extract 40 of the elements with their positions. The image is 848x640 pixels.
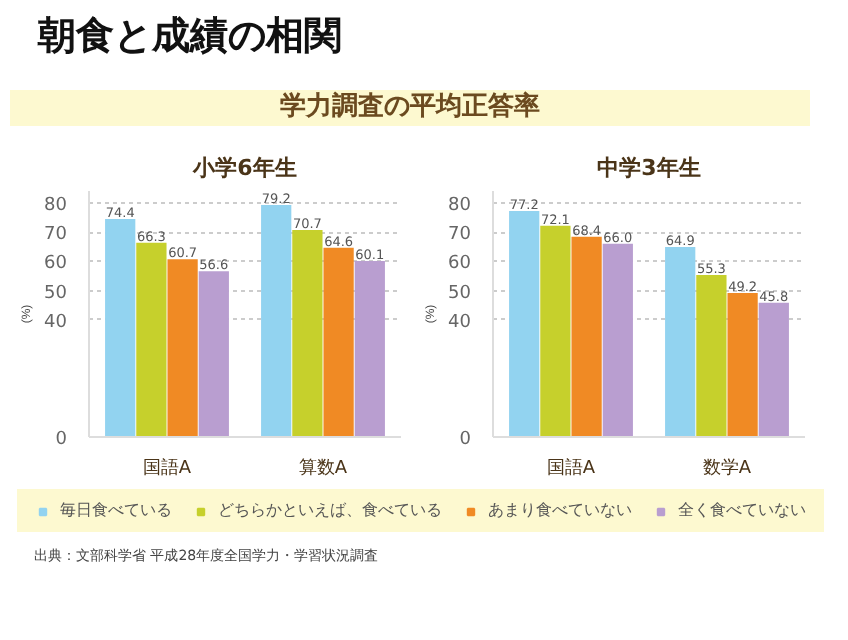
bar [571, 236, 602, 437]
x-tick-label: 数学A [702, 457, 753, 479]
chart-title: 小学6年生 [191, 155, 297, 181]
bar [727, 292, 758, 437]
y-tick-label: 60 [44, 254, 68, 275]
y-tick-label: 70 [44, 225, 68, 245]
bar [198, 271, 229, 437]
y-tick-label: 80 [44, 195, 68, 216]
bar [354, 260, 385, 437]
legend-label: 全く食べていない [678, 499, 806, 521]
chart-title: 中学3年生 [597, 155, 701, 181]
bar [758, 302, 789, 437]
y-tick-label: 50 [44, 283, 68, 304]
y-tick-label: 0 [459, 430, 472, 450]
bar [167, 259, 198, 437]
legend-label: どちらかといえば、食べている [218, 499, 442, 521]
bar [292, 229, 323, 437]
y-tick-label: 80 [448, 195, 472, 216]
x-tick-label: 国語A [142, 457, 193, 479]
bar [540, 225, 571, 437]
y-tick-label: 70 [448, 225, 472, 245]
y-tick-label: 0 [55, 430, 68, 450]
legend-label: 毎日食べている [60, 499, 172, 521]
bar [105, 219, 136, 437]
text: 朝食と成績の相関 [38, 14, 342, 58]
y-tick-label: 40 [448, 312, 472, 333]
bar [665, 246, 696, 437]
y-tick-label: 40 [44, 312, 68, 333]
bar [261, 205, 292, 437]
legend-label: あまり食べていない [488, 499, 632, 521]
x-tick-label: 国語A [546, 457, 597, 479]
y-tick-label: 60 [448, 254, 472, 275]
bar [136, 242, 167, 437]
bar [602, 243, 633, 437]
x-tick-label: 算数A [298, 457, 349, 479]
bar [323, 247, 354, 437]
bar [696, 275, 727, 437]
y-tick-label: 50 [448, 283, 472, 304]
chart-subtitle: 学力調査の平均正答率 [280, 92, 540, 122]
bar [509, 210, 540, 437]
